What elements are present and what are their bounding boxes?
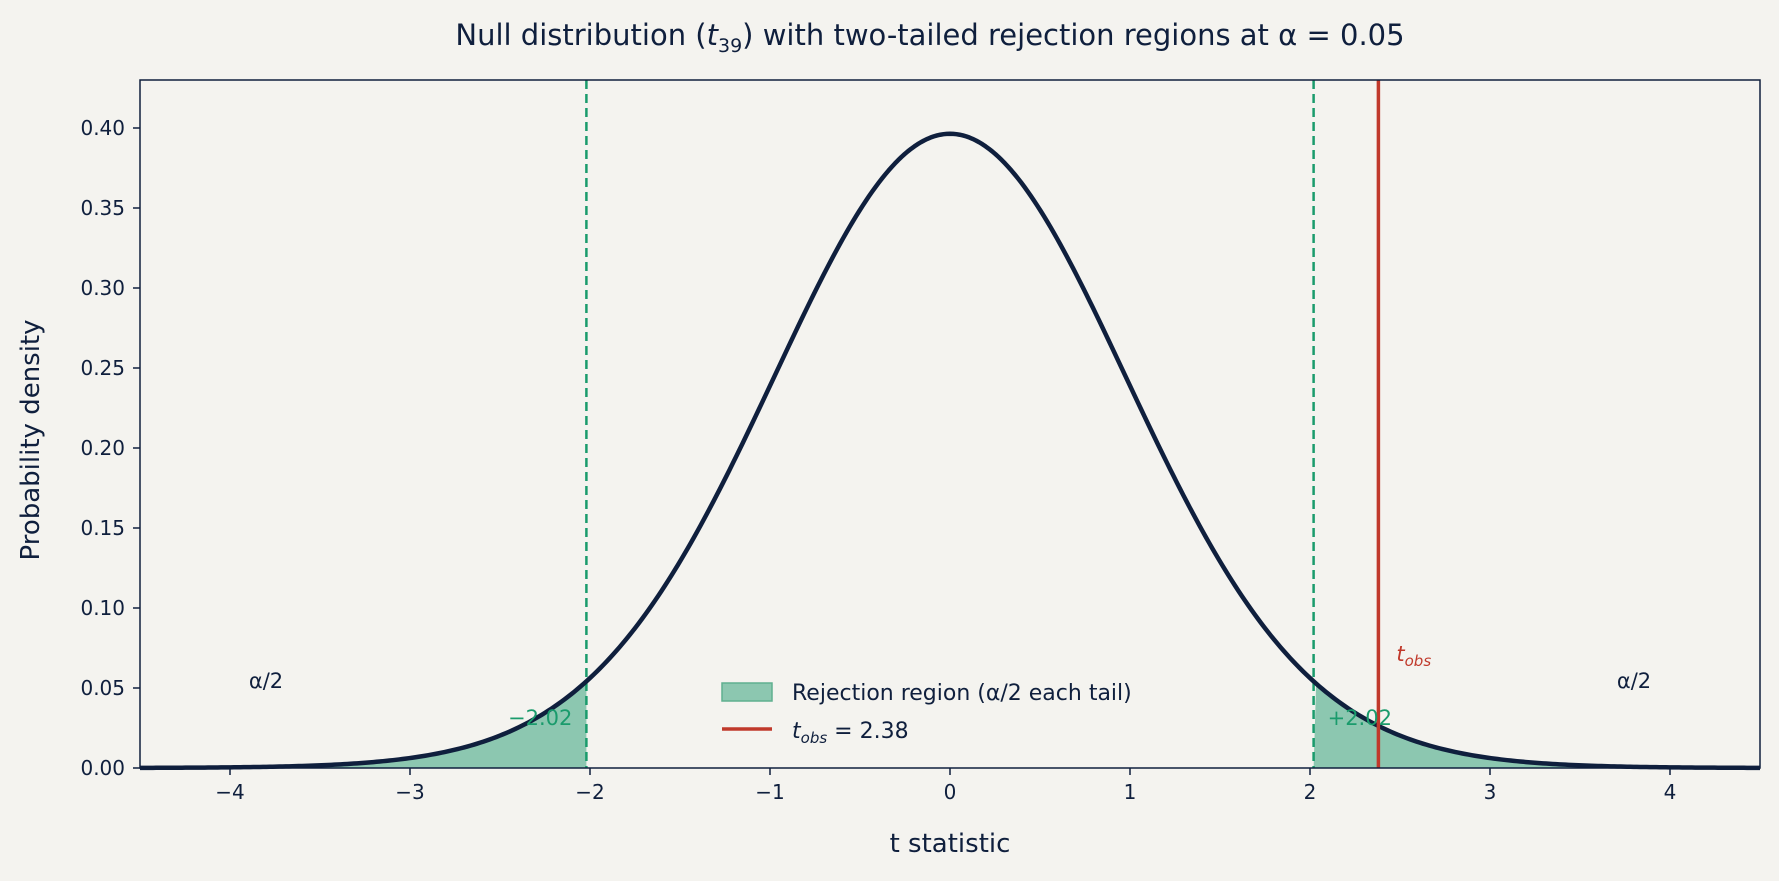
- y-tick-label: 0.25: [80, 356, 125, 380]
- plot-area: −4 −3 −2 −1 0 1 2 3 4 0.00 0.05 0.10 0.15 0.20 0.25 0.3…: [80, 79, 1761, 804]
- pdf-curve: [139, 131, 1761, 771]
- y-tick-label: 0.05: [80, 676, 125, 700]
- x-tick-label: 0: [944, 780, 957, 804]
- legend: Rejection region (α/2 each tail) tobs = …: [721, 681, 1132, 747]
- y-tick-label: 0.00: [80, 756, 125, 780]
- critical-value-label-right: +2.02: [1328, 706, 1392, 730]
- y-tick-label: 0.30: [80, 276, 125, 300]
- x-axis-label: t statistic: [890, 829, 1011, 859]
- legend-tobs-label: tobs = 2.38: [792, 719, 909, 747]
- x-tick-label: 1: [1124, 780, 1137, 804]
- y-tick-label: 0.40: [80, 116, 125, 140]
- critical-value-label-left: −2.02: [508, 706, 572, 730]
- rejection-region-right: [1313, 683, 1760, 768]
- y-tick-label: 0.15: [80, 516, 125, 540]
- x-tick-label: 3: [1484, 780, 1497, 804]
- x-tick-label: −4: [215, 780, 244, 804]
- tail-label-right: α/2: [1617, 669, 1651, 693]
- y-tick-label: 0.20: [80, 436, 125, 460]
- x-tick-label: −1: [755, 780, 784, 804]
- y-tick-label: 0.35: [80, 196, 125, 220]
- x-tick-label: −2: [575, 780, 604, 804]
- x-tick-label: −3: [395, 780, 424, 804]
- t-obs-annotation: tobs: [1396, 642, 1431, 670]
- legend-rejection-swatch: [721, 682, 773, 702]
- chart-title: Null distribution (t39) with two-tailed …: [455, 18, 1404, 57]
- y-axis-label: Probability density: [16, 319, 46, 560]
- legend-rejection-label: Rejection region (α/2 each tail): [792, 681, 1132, 706]
- y-tick-label: 0.10: [80, 596, 125, 620]
- x-tick-label: 2: [1304, 780, 1317, 804]
- x-tick-label: 4: [1664, 780, 1677, 804]
- tail-label-left: α/2: [249, 669, 283, 693]
